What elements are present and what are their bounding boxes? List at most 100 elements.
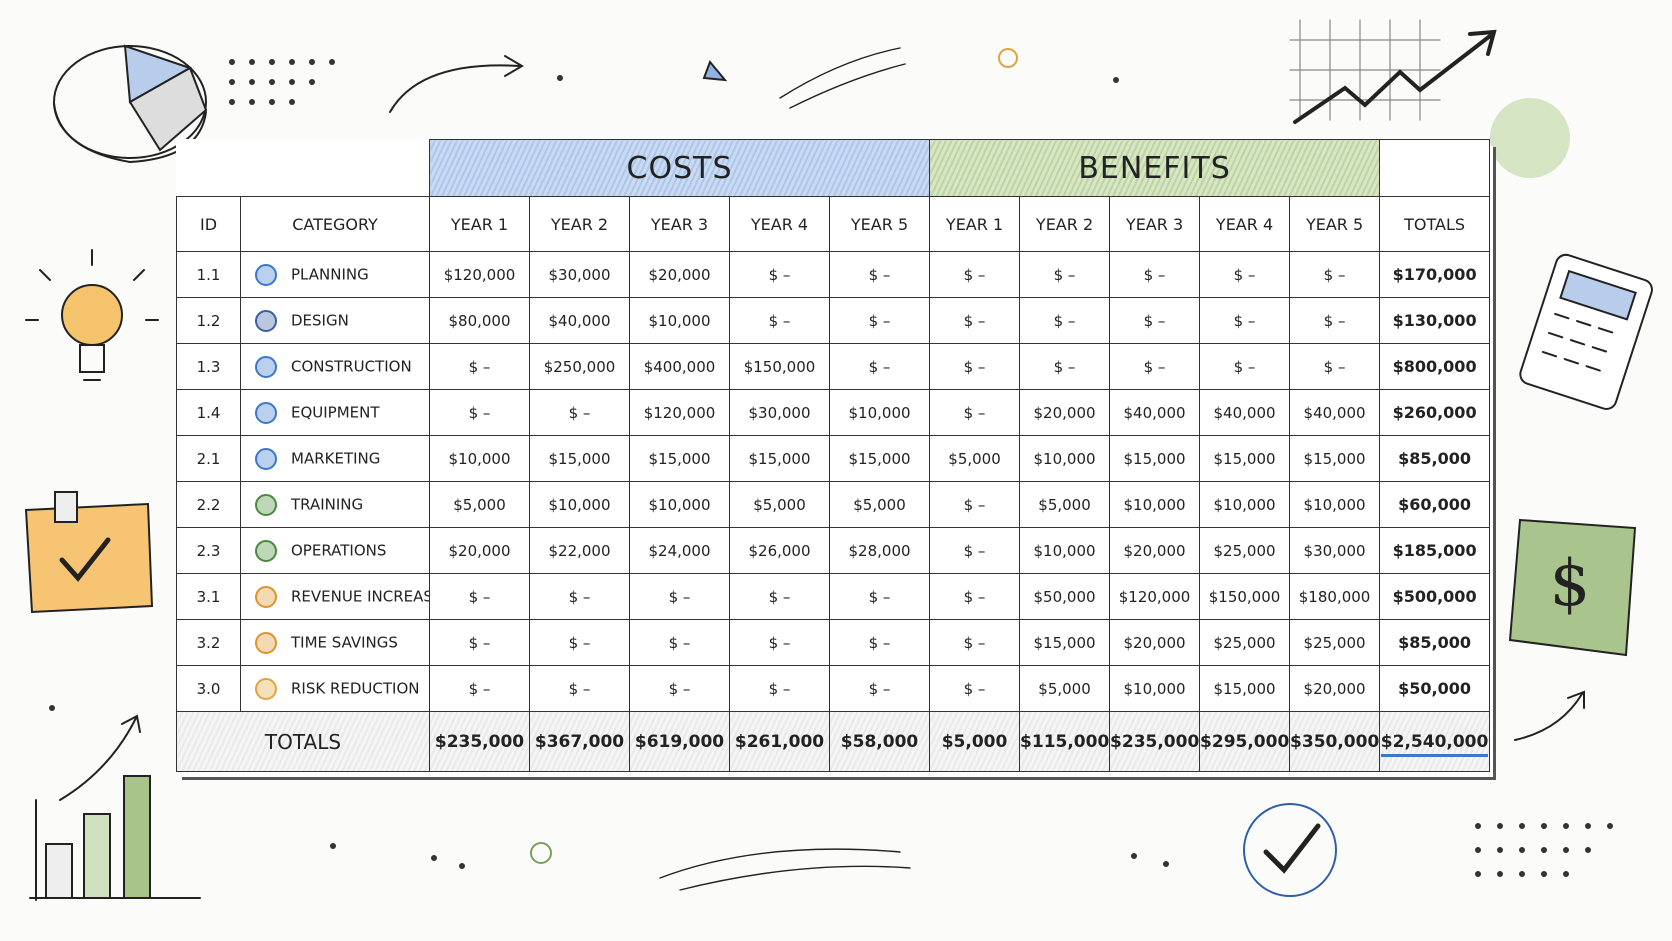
value-cell: $15,000 — [1019, 619, 1111, 666]
category-icon — [255, 631, 277, 654]
category-icon — [255, 447, 277, 470]
total-cell: $619,000 — [629, 711, 730, 772]
totals-row: TOTALS $235,000 $367,000 $619,000 $261,000 $5… — [176, 711, 1491, 772]
pie-slice — [128, 66, 208, 152]
column-header: YEAR 1 — [929, 196, 1021, 252]
value-cell: $ – — [1199, 343, 1291, 390]
row-id: 2.2 — [176, 481, 241, 528]
total-cell: $350,000 — [1289, 711, 1381, 772]
value-cell: $30,000 — [729, 389, 830, 436]
value-cell: $15,000 — [529, 435, 630, 482]
value-cell: $ – — [1109, 297, 1201, 344]
category-label: EQUIPMENT — [291, 403, 380, 421]
value-cell: $ – — [1289, 297, 1381, 344]
value-cell: $ – — [1019, 343, 1111, 390]
category-cell: CONSTRUCTION — [240, 343, 430, 390]
column-header: YEAR 1 — [429, 196, 530, 252]
row-id: 3.2 — [176, 619, 241, 666]
value-cell: $ – — [828, 573, 931, 620]
data-row: 1.1 PLANNING $120,000 $30,000 $20,000 $ – $ – $… — [176, 251, 1491, 298]
blank-cell — [1379, 139, 1491, 197]
group-header: BENEFITS — [929, 139, 1381, 197]
value-cell: $5,000 — [429, 481, 530, 528]
value-cell: $120,000 — [629, 389, 730, 436]
value-cell: $10,000 — [1109, 481, 1201, 528]
arrow-doodle — [59, 714, 141, 801]
value-cell: $ – — [1019, 251, 1111, 298]
value-cell: $ – — [1289, 343, 1381, 390]
value-cell: $10,000 — [1199, 481, 1291, 528]
value-cell: $ – — [429, 665, 530, 712]
group-header: COSTS — [428, 139, 931, 197]
value-cell: $ – — [828, 343, 931, 390]
value-cell: $10,000 — [828, 389, 931, 436]
grid-doodle — [1289, 19, 1441, 121]
column-header: YEAR 5 — [828, 196, 931, 252]
arrow-doodle — [1514, 690, 1585, 741]
category-label: CONSTRUCTION — [291, 357, 412, 375]
category-label: TIME SAVINGS — [291, 633, 398, 651]
value-cell: $ – — [929, 251, 1021, 298]
value-cell: $25,000 — [1199, 619, 1291, 666]
column-header: YEAR 2 — [529, 196, 630, 252]
circle-doodle — [1490, 98, 1570, 178]
value-cell: $ – — [929, 665, 1021, 712]
table-body: COSTS BENEFITS ID CATEGORY YEAR 1 YEAR 2 YEA… — [176, 139, 1491, 772]
grand-total: $2,540,000 — [1380, 731, 1489, 757]
category-label: OPERATIONS — [291, 541, 387, 559]
category-cell: PLANNING — [240, 251, 430, 298]
value-cell: $25,000 — [1199, 527, 1291, 574]
value-cell: $ – — [1199, 297, 1291, 344]
value-cell: $ – — [929, 573, 1021, 620]
row-id: 2.3 — [176, 527, 241, 574]
value-cell: $ – — [429, 343, 530, 390]
row-total: $130,000 — [1379, 297, 1491, 344]
value-cell: $40,000 — [1289, 389, 1381, 436]
data-row: 2.2 TRAINING $5,000 $10,000 $10,000 $5,000 $5,… — [176, 481, 1491, 528]
bulb-rays — [25, 249, 159, 321]
value-cell: $20,000 — [1109, 527, 1201, 574]
value-cell: $10,000 — [1109, 665, 1201, 712]
value-cell: $5,000 — [929, 435, 1021, 482]
value-cell: $10,000 — [529, 481, 630, 528]
triangle-doodle — [702, 60, 728, 82]
data-row: 2.1 MARKETING $10,000 $15,000 $15,000 $15,000… — [176, 435, 1491, 482]
value-cell: $150,000 — [1199, 573, 1291, 620]
row-total: $185,000 — [1379, 527, 1491, 574]
column-header: ID — [176, 196, 241, 252]
pie-doodle — [53, 45, 207, 159]
value-cell: $25,000 — [1289, 619, 1381, 666]
row-total: $50,000 — [1379, 665, 1491, 712]
data-row: 3.1 REVENUE INCREASE $ – $ – $ – $ – $ – $ – $50… — [176, 573, 1491, 620]
category-icon — [255, 401, 277, 424]
value-cell: $10,000 — [629, 297, 730, 344]
dollar-doodle: $ — [1550, 547, 1591, 621]
category-label: DESIGN — [291, 311, 349, 329]
note-doodle — [1508, 518, 1637, 657]
value-cell: $ – — [729, 251, 830, 298]
category-label: REVENUE INCREASE — [291, 587, 430, 605]
row-total: $85,000 — [1379, 619, 1491, 666]
value-cell: $24,000 — [629, 527, 730, 574]
value-cell: $ – — [929, 343, 1021, 390]
value-cell: $180,000 — [1289, 573, 1381, 620]
circle-doodle — [530, 842, 552, 864]
group-header-row: COSTS BENEFITS — [177, 139, 1491, 197]
value-cell: $ – — [629, 665, 730, 712]
total-cell: $261,000 — [729, 711, 830, 772]
category-cell: OPERATIONS — [240, 527, 430, 574]
value-cell: $15,000 — [1109, 435, 1201, 482]
data-row: 2.3 OPERATIONS $20,000 $22,000 $24,000 $26,00… — [176, 527, 1491, 574]
category-label: TRAINING — [291, 495, 364, 513]
category-label: RISK REDUCTION — [291, 679, 420, 697]
row-total: $170,000 — [1379, 251, 1491, 298]
row-total: $60,000 — [1379, 481, 1491, 528]
value-cell: $ – — [529, 389, 630, 436]
value-cell: $40,000 — [1199, 389, 1291, 436]
value-cell: $ – — [1199, 251, 1291, 298]
row-id: 1.1 — [176, 251, 241, 298]
value-cell: $15,000 — [1199, 665, 1291, 712]
tape — [54, 491, 78, 523]
total-cell: $367,000 — [529, 711, 630, 772]
